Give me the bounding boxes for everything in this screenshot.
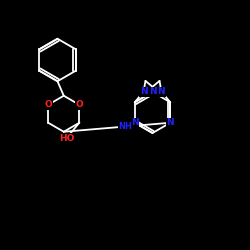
Text: O: O — [44, 100, 52, 109]
Text: O: O — [76, 100, 83, 109]
Text: NH: NH — [118, 122, 132, 131]
Text: N: N — [131, 118, 138, 127]
Text: N: N — [166, 118, 174, 127]
Text: HO: HO — [59, 134, 74, 143]
Text: N: N — [149, 88, 156, 96]
Text: N: N — [158, 87, 165, 96]
Text: N: N — [140, 87, 147, 96]
